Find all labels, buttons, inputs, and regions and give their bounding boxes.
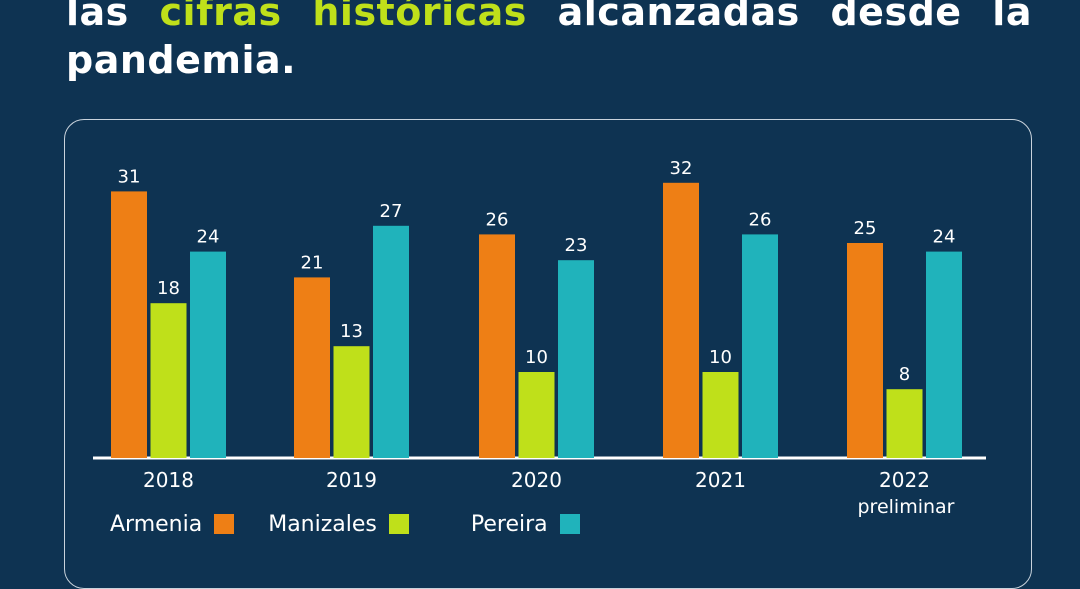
- headline-highlight-word: cifras: [159, 0, 282, 34]
- bar-armenia-2018: [111, 191, 147, 458]
- headline-word: las: [66, 0, 129, 34]
- bar-pereira-2022: [926, 251, 962, 458]
- bar-pereira-2019: [373, 225, 409, 458]
- headline: las cifras históricas alcanzadas desde l…: [66, 0, 1032, 84]
- bar-manizales-2022: [886, 389, 923, 458]
- data-label: 21: [301, 252, 324, 273]
- headline-word: la: [992, 0, 1032, 34]
- bar-armenia-2022: [847, 243, 883, 458]
- legend-item-pereira: Pereira: [471, 512, 580, 537]
- data-label: 18: [157, 278, 180, 299]
- headline-highlight-word: históricas: [312, 0, 527, 34]
- x-tick-label: 2022: [879, 468, 930, 492]
- legend-label: Pereira: [470, 511, 548, 537]
- x-tick-label: 2018: [143, 468, 194, 492]
- headline-line1: las cifras históricas alcanzadas desde l…: [66, 0, 1032, 36]
- x-tick-label: 2020: [511, 468, 562, 492]
- data-label: 24: [197, 227, 220, 248]
- data-label: 32: [670, 158, 693, 179]
- data-label: 13: [340, 321, 363, 342]
- bar-manizales-2018: [150, 303, 187, 458]
- bar-armenia-2019: [294, 277, 330, 458]
- headline-word: alcanzadas: [557, 0, 800, 34]
- data-label: 23: [565, 235, 588, 256]
- bar-pereira-2021: [742, 234, 778, 458]
- data-label: 26: [486, 209, 509, 230]
- data-label: 24: [933, 227, 956, 248]
- x-tick-label: 2021: [695, 468, 746, 492]
- legend-label: Manizales: [268, 511, 377, 537]
- data-label: 10: [525, 347, 548, 368]
- data-label: 8: [899, 364, 910, 385]
- legend: Armenia Manizales Pereira: [110, 510, 614, 538]
- data-label: 25: [854, 218, 877, 239]
- legend-swatch-pereira: [559, 514, 580, 534]
- data-label: 26: [749, 209, 772, 230]
- legend-label: Armenia: [110, 511, 203, 537]
- bar-manizales-2019: [333, 346, 370, 458]
- headline-word: desde: [830, 0, 962, 34]
- x-tick-label: 2019: [326, 468, 377, 492]
- bar-manizales-2021: [702, 372, 739, 458]
- bar-pereira-2020: [558, 260, 594, 458]
- bar-armenia-2020: [479, 234, 515, 458]
- data-label: 10: [709, 347, 732, 368]
- legend-swatch-armenia: [214, 514, 235, 534]
- legend-item-armenia: Armenia: [110, 511, 235, 537]
- data-label: 27: [380, 201, 403, 222]
- bar-pereira-2018: [190, 251, 226, 458]
- bar-armenia-2021: [663, 182, 699, 459]
- bar-chart: 3118242018211327201926102320203210262021…: [93, 158, 986, 492]
- legend-swatch-manizales: [388, 514, 409, 534]
- legend-item-manizales: Manizales: [268, 512, 409, 537]
- category-sublabel: preliminar: [857, 496, 955, 518]
- data-label: 31: [118, 166, 141, 187]
- headline-line2: pandemia.: [66, 38, 297, 82]
- bar-manizales-2020: [518, 372, 555, 458]
